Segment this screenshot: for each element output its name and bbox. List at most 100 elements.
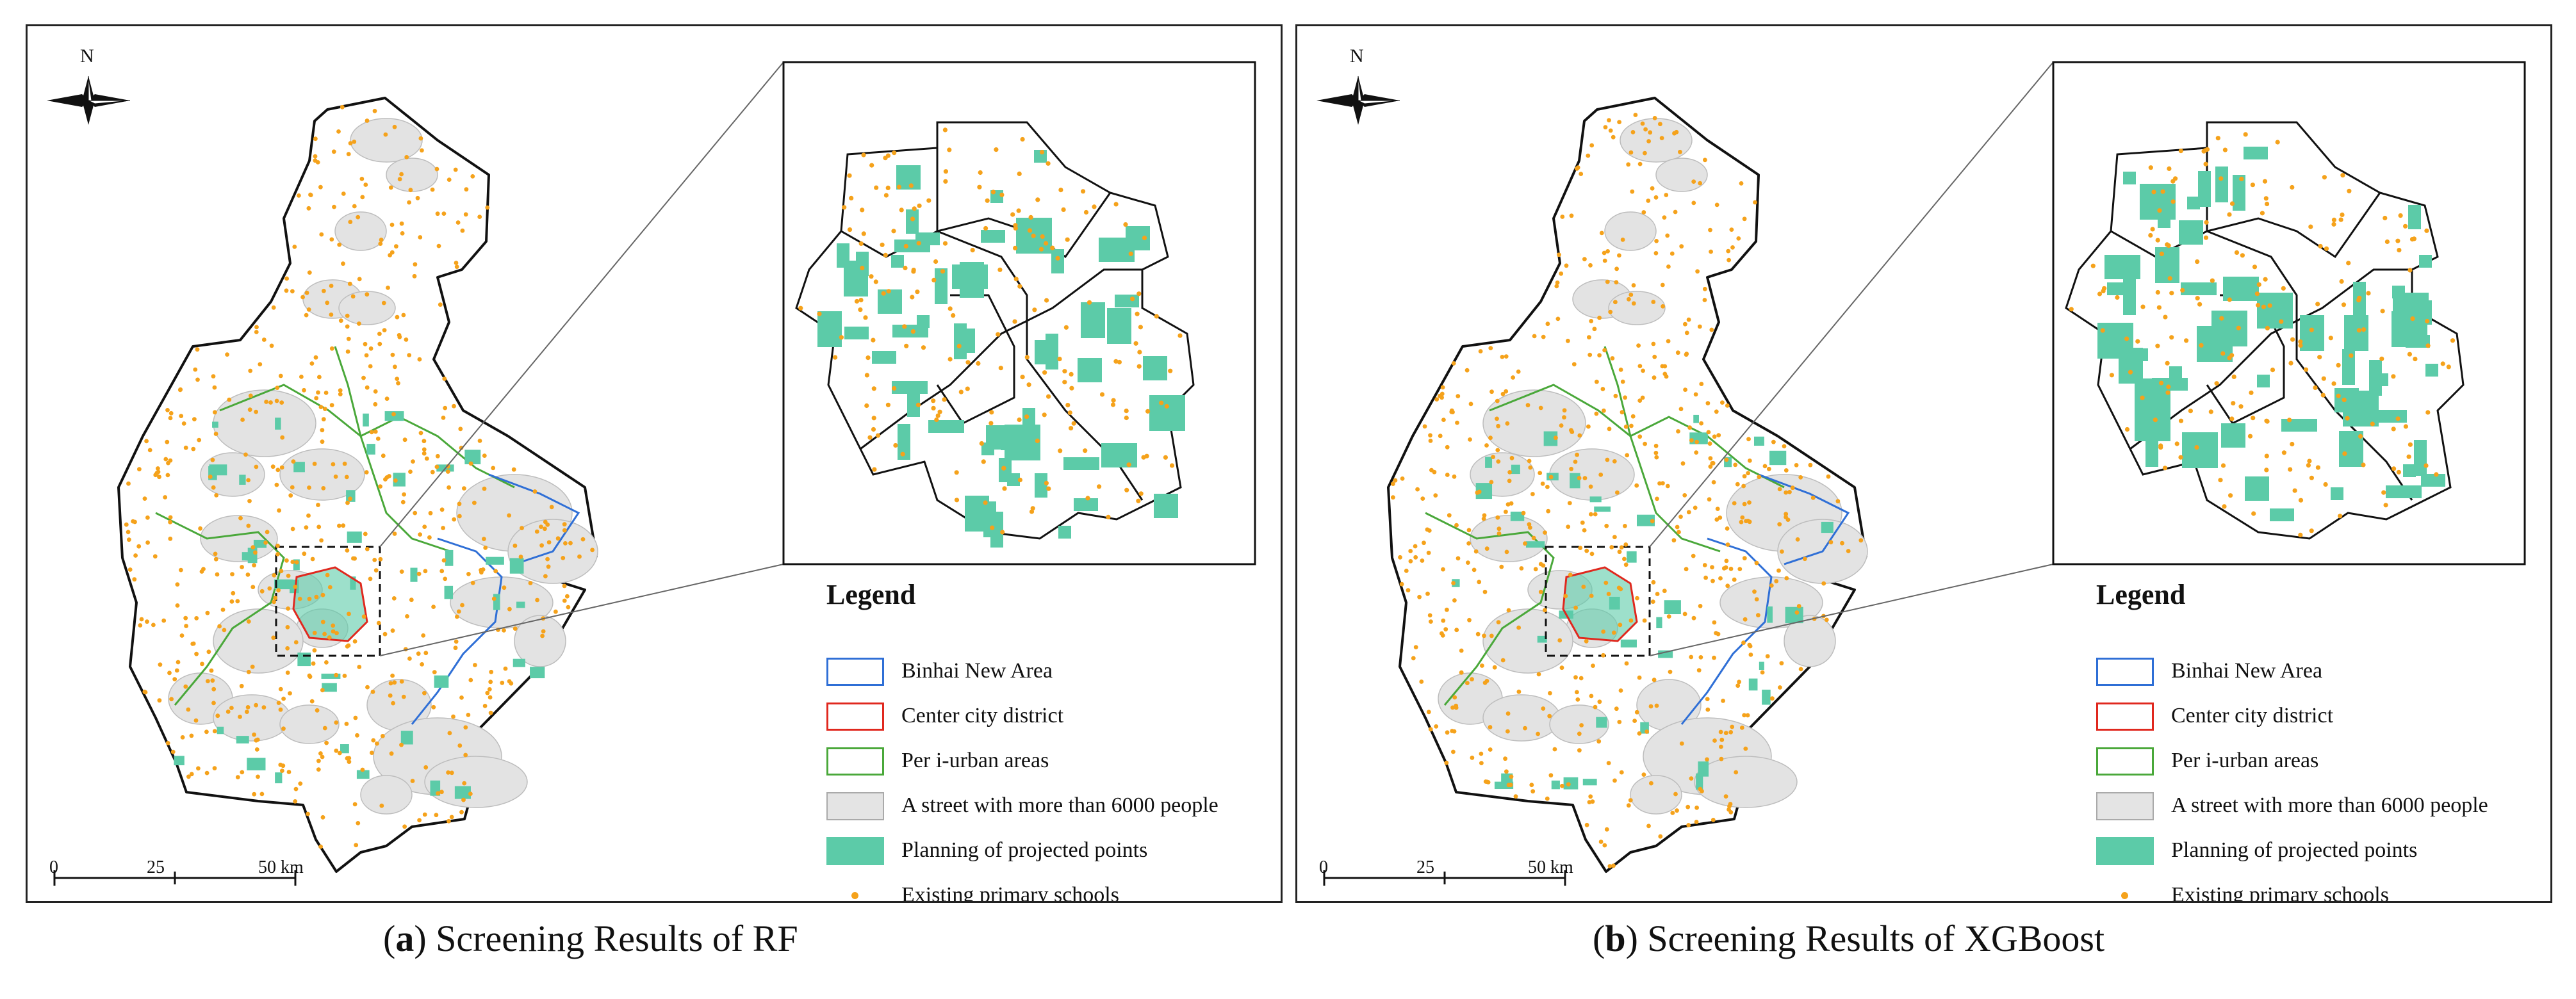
primary-school-dot bbox=[293, 799, 298, 804]
planned-point bbox=[1759, 662, 1764, 670]
inset-school-dot bbox=[2290, 337, 2295, 342]
primary-school-dot bbox=[322, 288, 326, 293]
primary-school-dot bbox=[477, 439, 482, 443]
inset-planned-point bbox=[2391, 311, 2427, 347]
inset-school-dot bbox=[891, 229, 896, 234]
primary-school-dot bbox=[274, 398, 279, 403]
primary-school-dot bbox=[1732, 577, 1737, 582]
primary-school-dot bbox=[1509, 774, 1514, 779]
primary-school-dot bbox=[297, 193, 301, 198]
inset-school-dot bbox=[2229, 353, 2235, 358]
dense-street-area bbox=[514, 615, 566, 667]
inset-school-dot bbox=[942, 397, 947, 402]
primary-school-dot bbox=[375, 741, 379, 746]
primary-school-dot bbox=[365, 292, 370, 297]
primary-school-dot bbox=[1754, 560, 1759, 565]
primary-school-dot bbox=[1715, 507, 1720, 511]
primary-school-dot bbox=[179, 633, 185, 638]
primary-school-dot bbox=[1712, 434, 1717, 439]
primary-school-dot bbox=[1614, 706, 1619, 711]
primary-school-dot bbox=[488, 695, 493, 700]
inset-school-dot bbox=[2383, 503, 2388, 508]
primary-school-dot bbox=[313, 136, 318, 142]
primary-school-dot bbox=[1445, 444, 1450, 450]
inset-school-dot bbox=[1058, 448, 1063, 453]
primary-school-dot bbox=[320, 619, 325, 624]
primary-school-dot bbox=[1513, 794, 1518, 799]
inset-school-dot bbox=[2238, 404, 2244, 409]
primary-school-dot bbox=[1694, 439, 1699, 444]
primary-school-dot bbox=[1760, 670, 1765, 675]
inset-school-dot bbox=[1042, 370, 1047, 375]
primary-school-dot bbox=[543, 574, 548, 579]
primary-school-dot bbox=[1748, 653, 1753, 657]
planned-point bbox=[274, 579, 293, 590]
inset-school-dot bbox=[2403, 223, 2408, 229]
primary-school-dot bbox=[280, 435, 285, 440]
primary-school-dot bbox=[1447, 513, 1452, 518]
planned-point bbox=[1762, 689, 1771, 705]
inset-planned-point bbox=[2375, 373, 2388, 386]
primary-school-dot bbox=[1505, 729, 1510, 734]
primary-school-dot bbox=[136, 544, 142, 549]
primary-school-dot bbox=[189, 733, 194, 738]
inset-school-dot bbox=[2178, 149, 2183, 154]
inset-planned-point bbox=[2223, 277, 2259, 301]
primary-school-dot bbox=[1684, 330, 1689, 336]
primary-school-dot bbox=[165, 741, 170, 745]
inset-school-dot bbox=[881, 291, 886, 296]
inset-school-dot bbox=[2288, 361, 2293, 366]
primary-school-dot bbox=[329, 284, 334, 288]
inset-school-dot bbox=[842, 205, 847, 210]
inset-planned-point bbox=[1063, 457, 1099, 470]
primary-school-dot bbox=[539, 524, 543, 529]
primary-school-dot bbox=[1527, 459, 1532, 464]
inset-school-dot bbox=[1055, 256, 1060, 261]
scale-tick-50: 50 km bbox=[1528, 857, 1573, 877]
primary-school-dot bbox=[178, 387, 183, 392]
inset-school-dot bbox=[854, 298, 860, 304]
primary-school-dot bbox=[577, 554, 582, 559]
inset-school-dot bbox=[2165, 390, 2170, 395]
legend-swatch bbox=[826, 882, 884, 901]
inset-school-dot bbox=[847, 227, 853, 232]
inset-school-dot bbox=[951, 313, 956, 318]
primary-school-dot bbox=[1579, 172, 1584, 176]
legend-item-peri-urban: Per i-urban areas bbox=[826, 743, 1275, 779]
dense-street-area bbox=[1608, 291, 1666, 325]
primary-school-dot bbox=[1536, 672, 1541, 677]
inset-school-dot bbox=[1110, 402, 1116, 407]
primary-school-dot bbox=[1592, 327, 1597, 332]
primary-school-dot bbox=[310, 556, 315, 562]
primary-school-dot bbox=[337, 242, 342, 247]
primary-school-dot bbox=[1482, 513, 1487, 518]
primary-school-dot bbox=[145, 540, 151, 545]
primary-school-dot bbox=[1707, 497, 1712, 502]
inset-school-dot bbox=[1039, 150, 1045, 155]
inset-planned-point bbox=[1115, 295, 1139, 307]
primary-school-dot bbox=[342, 461, 347, 466]
planned-point bbox=[393, 473, 406, 487]
primary-school-dot bbox=[194, 651, 199, 656]
primary-school-dot bbox=[400, 231, 405, 236]
primary-school-dot bbox=[239, 683, 244, 688]
inset-school-dot bbox=[2165, 242, 2170, 247]
primary-school-dot bbox=[191, 446, 196, 451]
primary-school-dot bbox=[1504, 769, 1509, 774]
primary-school-dot bbox=[1637, 731, 1642, 736]
inset-school-dot bbox=[1133, 341, 1138, 346]
inset-school-dot bbox=[2194, 445, 2199, 450]
primary-school-dot bbox=[288, 493, 293, 498]
primary-school-dot bbox=[1605, 279, 1610, 284]
inset-planned-point bbox=[898, 424, 910, 460]
primary-school-dot bbox=[1473, 549, 1479, 554]
primary-school-dot bbox=[1566, 524, 1571, 529]
primary-school-dot bbox=[1489, 389, 1494, 394]
primary-school-dot bbox=[168, 410, 174, 416]
inset-school-dot bbox=[1069, 386, 1074, 391]
primary-school-dot bbox=[381, 734, 385, 738]
inset-connector bbox=[1649, 564, 2054, 656]
inset-school-dot bbox=[2140, 304, 2145, 309]
primary-school-dot bbox=[390, 222, 395, 227]
inset-school-dot bbox=[978, 170, 983, 175]
